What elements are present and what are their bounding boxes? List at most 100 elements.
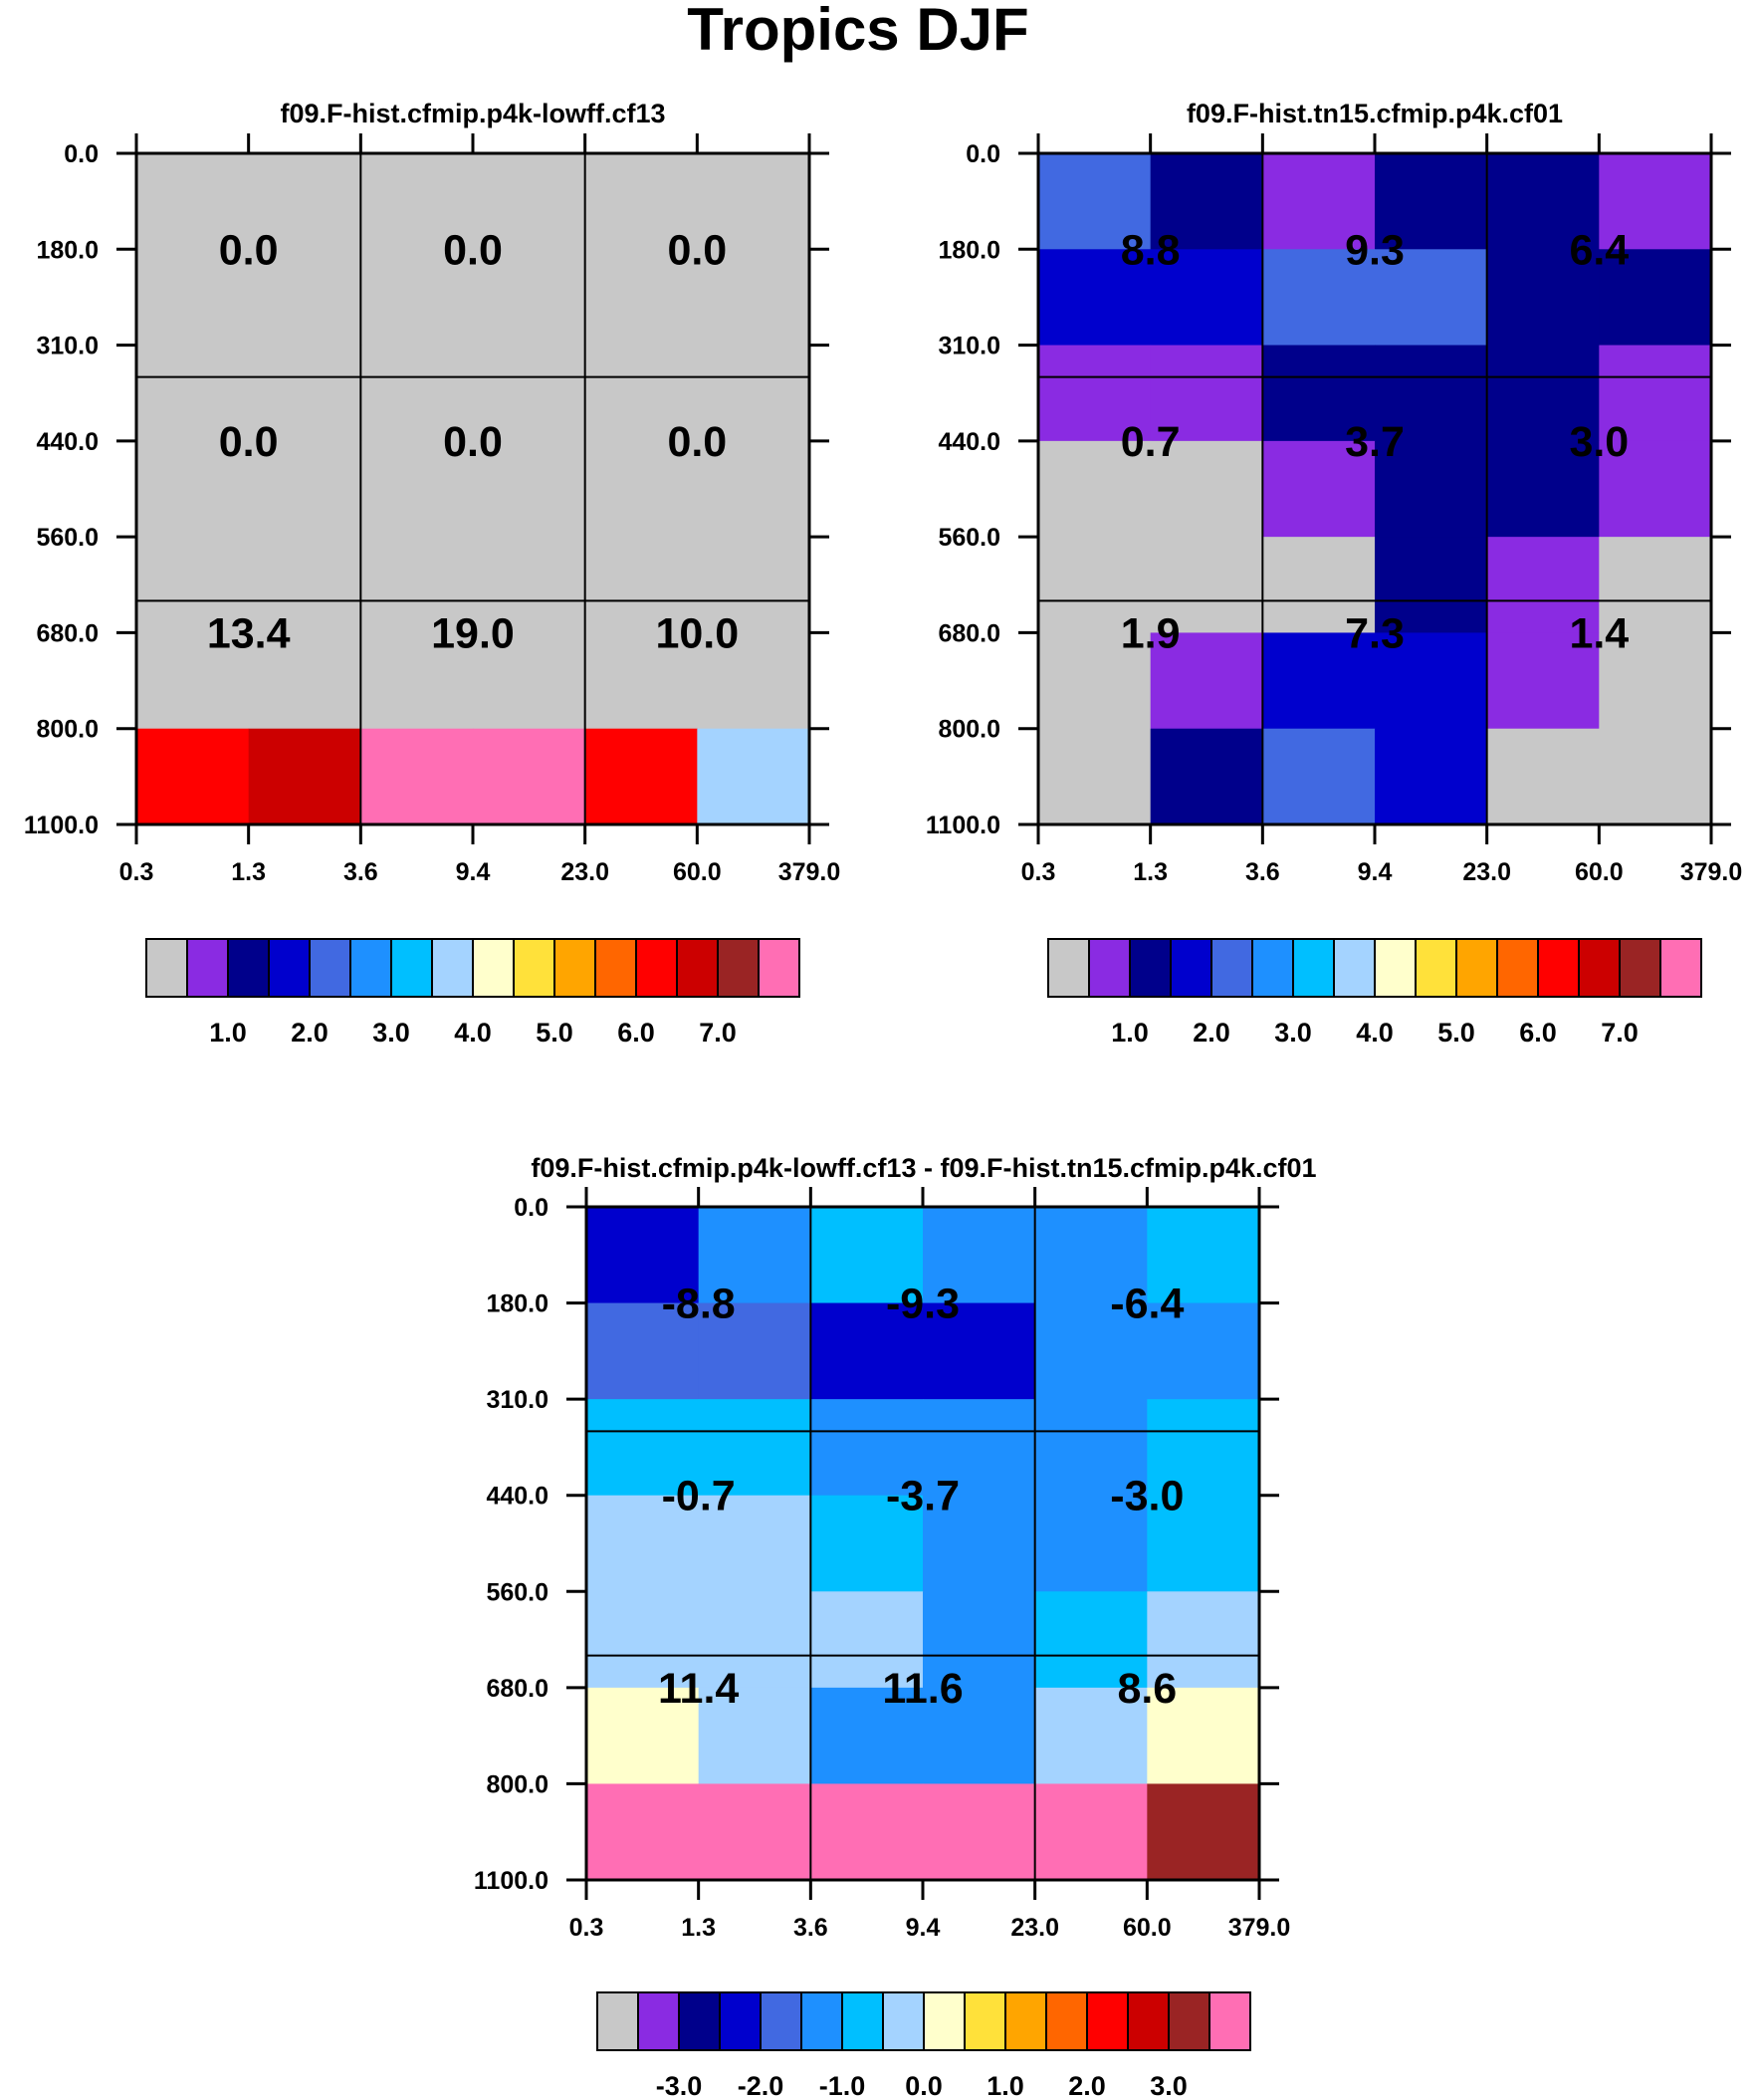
colorbar-label: 6.0 [1519,1018,1557,1048]
colorbar-swatch [1129,938,1172,998]
y-tick-label: 680.0 [938,619,1000,647]
heatmap-cell [697,537,810,633]
y-tick-label: 0.0 [966,140,1000,168]
y-tick-label: 180.0 [938,236,1000,264]
colorbar-label: 2.0 [1193,1018,1230,1048]
figure-title: Tropics DJF [687,0,1028,63]
heatmap-cell [473,728,586,825]
heatmap-cell [136,249,250,347]
heatmap-cell [698,1783,811,1881]
heatmap-cell [1150,537,1263,633]
heatmap-cell [1486,537,1600,633]
colorbar-swatch [1578,938,1621,998]
heatmap-cell [1375,440,1488,538]
cell-value-label: 19.0 [431,609,515,657]
y-tick-label: 440.0 [486,1483,548,1511]
cell-value-label: 0.0 [443,226,503,274]
colorbar-swatch [1659,938,1702,998]
heatmap-cell [584,345,698,442]
colorbar-swatch [964,1991,1006,2051]
heatmap-cell [586,1302,700,1400]
heatmap-cell [1486,440,1600,538]
heatmap-cell [697,153,810,250]
heatmap-cell [584,153,698,250]
heatmap-cell [248,440,361,538]
heatmap-cell [1486,345,1600,442]
x-tick-label: 0.3 [1021,858,1056,886]
cell-value-label: -8.8 [662,1281,736,1328]
panel-title-top-left: f09.F-hist.cfmip.p4k-lowff.cf13 [280,99,665,128]
y-tick-label: 800.0 [36,716,99,744]
heatmap-cell [584,632,698,730]
colorbar-swatch [678,1991,721,2051]
panel-top-left: f09.F-hist.cfmip.p4k-lowff.cf13 0.0 0.0 0.… [24,99,840,1048]
y-tick-label: 180.0 [36,236,99,264]
heatmap-cell [584,728,698,825]
heatmap-cell [360,632,474,730]
heatmap-cell [1262,632,1376,730]
colorbar-swatch [594,938,637,998]
x-tick-label: 0.3 [119,858,154,886]
heatmap-cell [698,1399,811,1497]
heatmap-cell [1262,153,1376,250]
heatmap-cell [1150,153,1263,250]
heatmap-cell [136,728,250,825]
heatmap-cell [810,1687,924,1784]
heatmap-cell [473,537,586,633]
colorbar-swatch [719,1991,762,2051]
heatmap-cell [1034,1495,1148,1592]
heatmap-cell [698,1495,811,1592]
cell-value-label: 0.0 [443,418,503,466]
colorbar-swatch [1170,938,1212,998]
colorbar-swatch [1496,938,1539,998]
heatmap-cell [136,440,250,538]
cell-value-label: 0.7 [1121,418,1181,466]
heatmap-cell [1486,153,1600,250]
panel-top-right: f09.F-hist.tn15.cfmip.p4k.cf01 8.8 9.3 6.4… [926,99,1742,1048]
colorbar-label: 1.0 [987,2071,1024,2100]
heatmap-cell [698,1687,811,1784]
colorbar-swatch [1292,938,1335,998]
colorbar-swatch [349,938,392,998]
panel-title-top-right: f09.F-hist.tn15.cfmip.p4k.cf01 [1187,99,1563,128]
x-tick-label: 60.0 [1575,858,1624,886]
heatmap-cell [360,440,474,538]
colorbar-swatch [472,938,515,998]
cell-value-label: -9.3 [886,1281,960,1328]
colorbar-swatch [1047,938,1090,998]
x-tick-label: 60.0 [673,858,722,886]
x-tick-label: 1.3 [1133,858,1168,886]
colorbar-label: 3.0 [1274,1018,1312,1048]
x-tick-label: 23.0 [1010,1914,1059,1942]
colorbar-swatch [1210,938,1253,998]
cell-value-label: 3.0 [1569,418,1629,466]
heatmap-cell [1150,440,1263,538]
colorbar-swatch [882,1991,925,2051]
colorbar-swatch [717,938,760,998]
colorbar-swatch [513,938,555,998]
panel-bottom-difference: f09.F-hist.cfmip.p4k-lowff.cf13 - f09.F-… [474,1153,1317,2100]
colorbar-label: 7.0 [1601,1018,1639,1048]
heatmap-cell [248,632,361,730]
colorbar-label: 1.0 [1111,1018,1149,1048]
heatmap-cell [810,1302,924,1400]
heatmap-cell [584,249,698,347]
heatmap-cell [586,1399,700,1497]
colorbar-swatch [1208,1991,1251,2051]
colorbar-label: 3.0 [1150,2071,1188,2100]
heatmap-cell [1147,1399,1260,1497]
cell-value-label: 0.0 [667,418,727,466]
heatmap-cell [1147,1591,1260,1689]
heatmap-cell [697,249,810,347]
colorbar-swatch [1415,938,1457,998]
heatmap-cell [1147,1302,1260,1400]
x-tick-label: 0.3 [569,1914,604,1942]
heatmap-cell [584,440,698,538]
heatmap-cell [1375,632,1488,730]
colorbar-swatch [1374,938,1417,998]
y-tick-label: 560.0 [938,524,1000,552]
colorbar-label: -3.0 [656,2071,703,2100]
colorbar-swatch [1168,1991,1210,2051]
colorbar-label: 2.0 [1068,2071,1106,2100]
heatmap-cell [248,249,361,347]
